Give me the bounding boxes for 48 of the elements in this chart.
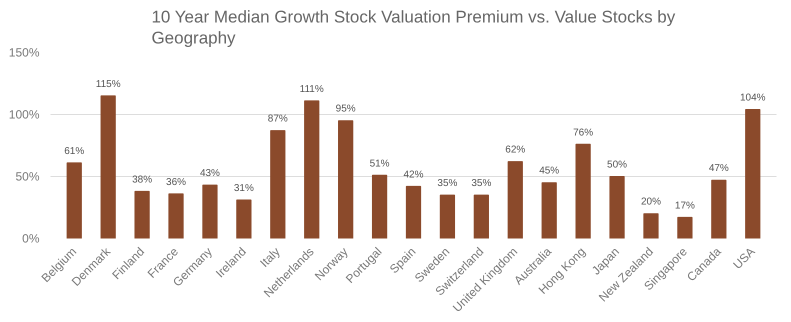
bar xyxy=(66,162,82,238)
bar xyxy=(270,130,286,238)
data-label: 43% xyxy=(200,168,220,180)
y-tick-label: 100% xyxy=(8,108,40,122)
data-label: 51% xyxy=(370,158,390,170)
data-label: 104% xyxy=(740,92,766,104)
bar xyxy=(609,176,625,238)
bar xyxy=(474,194,489,238)
bar xyxy=(440,194,456,238)
bar xyxy=(542,182,557,238)
bar xyxy=(134,190,150,238)
bar xyxy=(338,120,354,238)
x-tick-label: USA xyxy=(730,244,758,272)
data-label: 20% xyxy=(640,196,662,208)
bar xyxy=(677,216,693,238)
bar xyxy=(304,100,320,238)
data-label: 38% xyxy=(132,174,152,186)
bar xyxy=(202,184,218,238)
data-label: 35% xyxy=(437,178,458,190)
bar xyxy=(576,144,591,238)
bar xyxy=(711,180,726,238)
data-label: 115% xyxy=(96,78,121,90)
y-tick-label: 50% xyxy=(15,170,40,184)
chart-title: 10 Year Median Growth Stock Valuation Premium vs. Value Stocks by Geography xyxy=(151,8,676,48)
data-label: 36% xyxy=(166,176,186,188)
data-label: 95% xyxy=(336,104,356,115)
data-label: 76% xyxy=(573,127,594,138)
data-label: 111% xyxy=(300,84,324,95)
data-label: 47% xyxy=(708,163,729,174)
data-label: 87% xyxy=(268,114,288,125)
bar xyxy=(236,200,252,238)
bar xyxy=(643,213,659,238)
bar xyxy=(168,193,184,238)
bar xyxy=(406,186,422,238)
bar xyxy=(372,174,388,238)
y-tick-label: 0% xyxy=(22,232,40,246)
y-tick-label: 150% xyxy=(8,46,40,60)
data-label: 62% xyxy=(505,144,526,156)
bar xyxy=(100,95,116,238)
data-label: 45% xyxy=(539,166,560,177)
data-label: 31% xyxy=(234,183,254,194)
data-label: 17% xyxy=(674,200,696,212)
data-label: 42% xyxy=(403,169,424,180)
data-label: 35% xyxy=(471,178,492,190)
data-label: 50% xyxy=(607,160,628,170)
data-label: 61% xyxy=(64,146,84,157)
bar xyxy=(745,109,760,238)
bar xyxy=(508,161,523,238)
